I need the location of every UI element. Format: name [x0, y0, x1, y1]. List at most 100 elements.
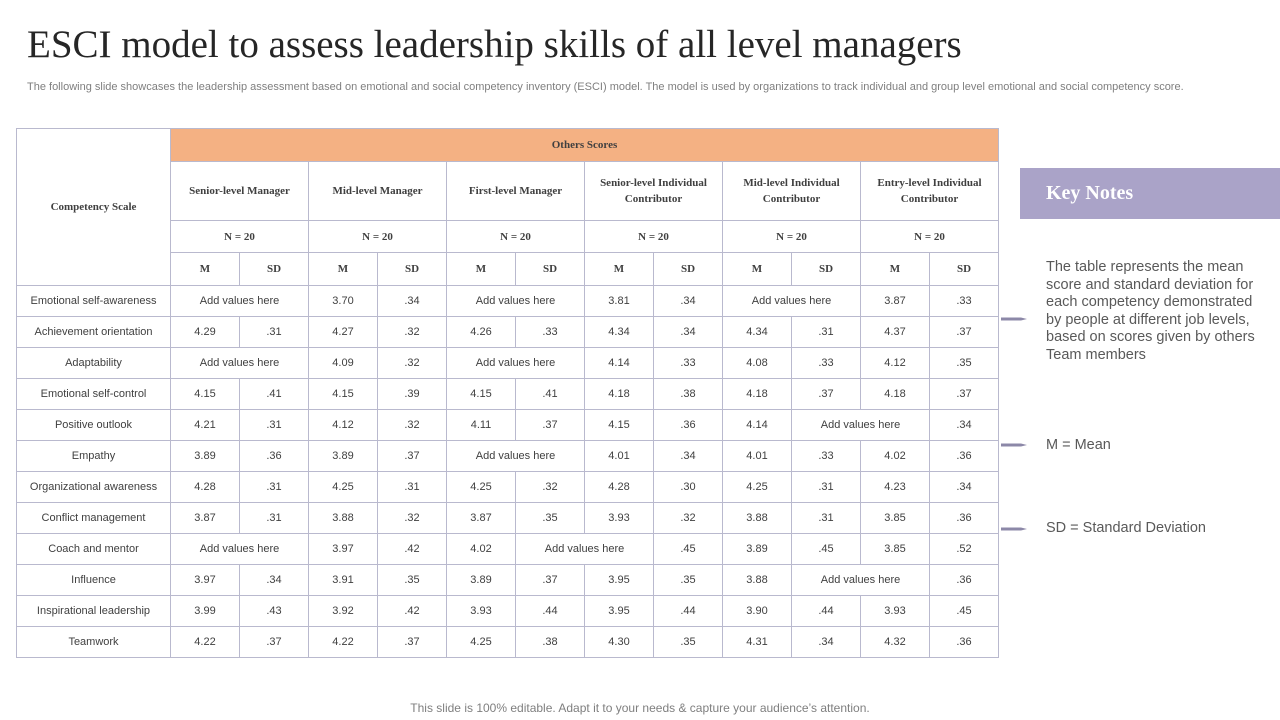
value-cell: .44: [791, 595, 861, 627]
sample-size-cell: N = 20: [584, 220, 723, 253]
others-scores-header: Others Scores: [170, 128, 999, 162]
mean-header: M: [446, 252, 516, 286]
value-cell: 4.11: [446, 409, 516, 441]
value-cell: 3.89: [170, 440, 240, 472]
value-cell: 4.25: [308, 471, 378, 503]
value-cell: 4.37: [860, 316, 930, 348]
competency-scale-header: Competency Scale: [16, 128, 171, 286]
value-cell: 3.93: [584, 502, 654, 534]
table-row: Inspirational leadership 3.99.43 3.92.42 3.…: [16, 595, 999, 627]
value-cell: 3.88: [722, 502, 792, 534]
value-cell: .35: [653, 564, 723, 596]
value-cell: .41: [515, 378, 585, 410]
value-cell: 3.87: [446, 502, 516, 534]
value-cell: 4.21: [170, 409, 240, 441]
competency-label: Achievement orientation: [16, 316, 171, 348]
level-header: Entry-level Individual Contributor: [860, 161, 999, 221]
value-cell: 3.90: [722, 595, 792, 627]
sample-size-cell: N = 20: [308, 220, 447, 253]
placeholder-cell: Add values here: [446, 440, 585, 472]
value-cell: 4.18: [860, 378, 930, 410]
value-cell: 3.89: [308, 440, 378, 472]
value-cell: .32: [377, 502, 447, 534]
value-cell: .39: [377, 378, 447, 410]
value-cell: .34: [653, 440, 723, 472]
value-cell: .44: [515, 595, 585, 627]
competency-label: Emotional self-control: [16, 378, 171, 410]
table-row: Coach and mentor Add values here 3.97.42 4.…: [16, 533, 999, 565]
value-cell: .33: [791, 440, 861, 472]
value-cell: 4.28: [584, 471, 654, 503]
value-cell: 4.25: [446, 471, 516, 503]
value-cell: 3.87: [170, 502, 240, 534]
placeholder-cell: Add values here: [446, 347, 585, 379]
value-cell: 3.87: [860, 285, 930, 317]
value-cell: 4.12: [860, 347, 930, 379]
value-cell: .37: [515, 409, 585, 441]
value-cell: 3.97: [308, 533, 378, 565]
table-row: Influence 3.97.34 3.91.35 3.89.37 3.95.35 3.8…: [16, 564, 999, 596]
value-cell: 3.88: [308, 502, 378, 534]
value-cell: .31: [239, 316, 309, 348]
value-cell: 4.34: [584, 316, 654, 348]
competency-label: Organizational awareness: [16, 471, 171, 503]
value-cell: .31: [239, 502, 309, 534]
value-cell: .34: [377, 285, 447, 317]
mean-header: M: [308, 252, 378, 286]
slide-subtitle: The following slide showcases the leader…: [27, 81, 1184, 93]
value-cell: 4.29: [170, 316, 240, 348]
value-cell: .33: [791, 347, 861, 379]
value-cell: .30: [653, 471, 723, 503]
value-cell: .52: [929, 533, 999, 565]
value-cell: .32: [515, 471, 585, 503]
value-cell: 4.15: [446, 378, 516, 410]
competency-label: Influence: [16, 564, 171, 596]
sample-size-cell: N = 20: [446, 220, 585, 253]
level-header: Mid-level Manager: [308, 161, 447, 221]
sd-header: SD: [929, 252, 999, 286]
value-cell: 4.27: [308, 316, 378, 348]
placeholder-cell: Add values here: [170, 285, 309, 317]
value-cell: 4.22: [308, 626, 378, 658]
value-cell: 4.23: [860, 471, 930, 503]
value-cell: 3.89: [722, 533, 792, 565]
value-cell: .42: [377, 595, 447, 627]
value-cell: .34: [239, 564, 309, 596]
value-cell: 3.70: [308, 285, 378, 317]
value-cell: .36: [929, 440, 999, 472]
value-cell: .31: [791, 502, 861, 534]
value-cell: 3.88: [722, 564, 792, 596]
value-cell: 3.91: [308, 564, 378, 596]
table-row: Empathy 3.89.36 3.89.37 Add values here 4.01…: [16, 440, 999, 472]
arrow-right-icon: [1001, 443, 1027, 447]
value-cell: 4.15: [308, 378, 378, 410]
sd-header: SD: [377, 252, 447, 286]
value-cell: 4.14: [584, 347, 654, 379]
table-row: Emotional self-awareness Add values here 3…: [16, 285, 999, 317]
placeholder-cell: Add values here: [515, 533, 654, 565]
value-cell: 4.02: [446, 533, 516, 565]
mean-header: M: [860, 252, 930, 286]
value-cell: .41: [239, 378, 309, 410]
competency-label: Coach and mentor: [16, 533, 171, 565]
competency-label: Positive outlook: [16, 409, 171, 441]
slide-title: ESCI model to assess leadership skills o…: [27, 23, 962, 66]
mean-header: M: [722, 252, 792, 286]
value-cell: 4.01: [722, 440, 792, 472]
value-cell: .36: [239, 440, 309, 472]
mean-header: M: [170, 252, 240, 286]
value-cell: .34: [791, 626, 861, 658]
key-notes-title: Key Notes: [1046, 182, 1134, 204]
sample-size-cell: N = 20: [722, 220, 861, 253]
value-cell: 4.12: [308, 409, 378, 441]
value-cell: 4.30: [584, 626, 654, 658]
key-note-sd: SD = Standard Deviation: [1046, 520, 1206, 536]
placeholder-cell: Add values here: [170, 347, 309, 379]
value-cell: .35: [377, 564, 447, 596]
value-cell: 4.09: [308, 347, 378, 379]
value-cell: 4.08: [722, 347, 792, 379]
value-cell: 3.97: [170, 564, 240, 596]
value-cell: .37: [377, 440, 447, 472]
competency-label: Adaptability: [16, 347, 171, 379]
value-cell: .38: [653, 378, 723, 410]
